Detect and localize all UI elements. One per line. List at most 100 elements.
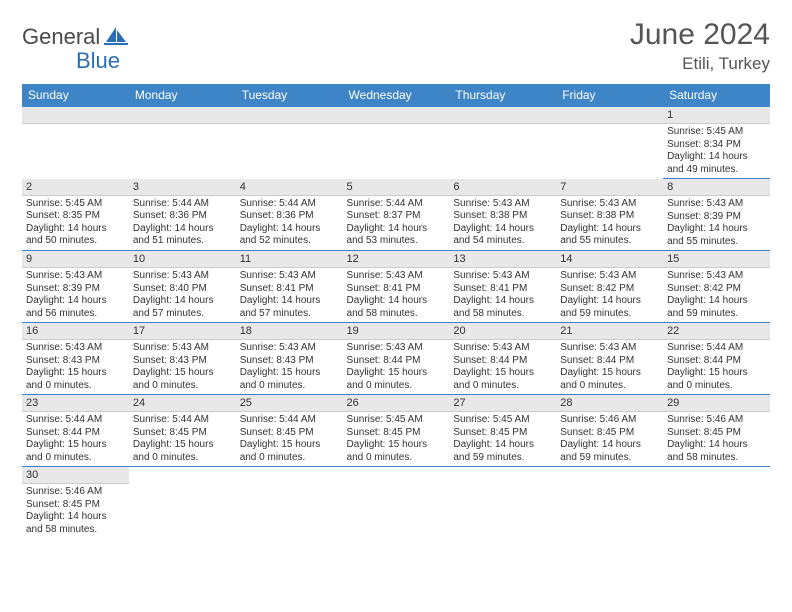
sunrise-text: Sunrise: 5:44 AM — [26, 414, 125, 427]
day-number: 27 — [449, 395, 556, 412]
day-details: Sunrise: 5:43 AMSunset: 8:43 PMDaylight:… — [129, 340, 236, 394]
sunset-text: Sunset: 8:44 PM — [667, 355, 766, 368]
daylight-text: and 58 minutes. — [347, 308, 446, 321]
day-details: Sunrise: 5:43 AMSunset: 8:42 PMDaylight:… — [556, 268, 663, 322]
daylight-text: and 0 minutes. — [26, 452, 125, 465]
daylight-text: Daylight: 14 hours — [26, 511, 125, 524]
calendar-week-row: 16Sunrise: 5:43 AMSunset: 8:43 PMDayligh… — [22, 323, 770, 395]
daylight-text: Daylight: 15 hours — [347, 367, 446, 380]
daylight-text: and 0 minutes. — [560, 380, 659, 393]
sunset-text: Sunset: 8:36 PM — [133, 210, 232, 223]
sunrise-text: Sunrise: 5:43 AM — [26, 342, 125, 355]
day-details: Sunrise: 5:43 AMSunset: 8:39 PMDaylight:… — [22, 268, 129, 322]
sunset-text: Sunset: 8:37 PM — [347, 210, 446, 223]
sunset-text: Sunset: 8:42 PM — [560, 283, 659, 296]
sunrise-text: Sunrise: 5:43 AM — [133, 270, 232, 283]
daylight-text: Daylight: 14 hours — [560, 295, 659, 308]
weekday-header: Thursday — [449, 84, 556, 107]
daylight-text: Daylight: 15 hours — [133, 439, 232, 452]
daylight-text: Daylight: 14 hours — [133, 223, 232, 236]
daylight-text: and 55 minutes. — [560, 235, 659, 248]
sunrise-text: Sunrise: 5:44 AM — [667, 342, 766, 355]
sunrise-text: Sunrise: 5:44 AM — [240, 414, 339, 427]
sunrise-text: Sunrise: 5:46 AM — [560, 414, 659, 427]
calendar-day-cell: 28Sunrise: 5:46 AMSunset: 8:45 PMDayligh… — [556, 395, 663, 467]
sunset-text: Sunset: 8:44 PM — [347, 355, 446, 368]
daylight-text: Daylight: 15 hours — [560, 367, 659, 380]
weekday-header: Monday — [129, 84, 236, 107]
calendar-day-cell: 21Sunrise: 5:43 AMSunset: 8:44 PMDayligh… — [556, 323, 663, 395]
sunrise-text: Sunrise: 5:45 AM — [667, 126, 766, 139]
day-details: Sunrise: 5:44 AMSunset: 8:36 PMDaylight:… — [129, 196, 236, 250]
daylight-text: and 0 minutes. — [347, 452, 446, 465]
day-details: Sunrise: 5:44 AMSunset: 8:36 PMDaylight:… — [236, 196, 343, 250]
day-number: 21 — [556, 323, 663, 340]
daylight-text: and 59 minutes. — [453, 452, 552, 465]
daylight-text: Daylight: 14 hours — [560, 439, 659, 452]
daylight-text: Daylight: 14 hours — [26, 223, 125, 236]
day-number: 7 — [556, 179, 663, 196]
sunrise-text: Sunrise: 5:43 AM — [347, 342, 446, 355]
daynum-bar-empty — [556, 107, 663, 124]
calendar-day-cell: 15Sunrise: 5:43 AMSunset: 8:42 PMDayligh… — [663, 251, 770, 323]
day-number: 11 — [236, 251, 343, 268]
daylight-text: Daylight: 15 hours — [453, 367, 552, 380]
calendar-day-cell: 8Sunrise: 5:43 AMSunset: 8:39 PMDaylight… — [663, 179, 770, 251]
daylight-text: Daylight: 14 hours — [240, 223, 339, 236]
daylight-text: Daylight: 14 hours — [240, 295, 339, 308]
day-number: 19 — [343, 323, 450, 340]
calendar-day-cell: 22Sunrise: 5:44 AMSunset: 8:44 PMDayligh… — [663, 323, 770, 395]
weekday-header: Tuesday — [236, 84, 343, 107]
day-details: Sunrise: 5:45 AMSunset: 8:45 PMDaylight:… — [449, 412, 556, 466]
sunrise-text: Sunrise: 5:43 AM — [240, 342, 339, 355]
sunset-text: Sunset: 8:41 PM — [347, 283, 446, 296]
sunrise-text: Sunrise: 5:43 AM — [240, 270, 339, 283]
day-details: Sunrise: 5:43 AMSunset: 8:41 PMDaylight:… — [449, 268, 556, 322]
daylight-text: and 0 minutes. — [347, 380, 446, 393]
daylight-text: Daylight: 14 hours — [667, 439, 766, 452]
daynum-bar-empty — [343, 107, 450, 124]
month-title: June 2024 — [630, 18, 770, 52]
calendar-day-cell: 19 Sunrise: 5:43 AMSunset: 8:44 PMDayligh… — [343, 323, 450, 395]
day-details: Sunrise: 5:44 AMSunset: 8:37 PMDaylight:… — [343, 196, 450, 250]
day-number: 5 — [343, 179, 450, 196]
calendar-day-cell: 24Sunrise: 5:44 AMSunset: 8:45 PMDayligh… — [129, 395, 236, 467]
calendar-day-cell: 12Sunrise: 5:43 AMSunset: 8:41 PMDayligh… — [343, 251, 450, 323]
day-number: 15 — [663, 251, 770, 268]
calendar-day-cell: 5Sunrise: 5:44 AMSunset: 8:37 PMDaylight… — [343, 179, 450, 251]
daynum-bar-empty — [449, 107, 556, 124]
day-number: 9 — [22, 251, 129, 268]
sunrise-text: Sunrise: 5:45 AM — [26, 198, 125, 211]
daylight-text: Daylight: 14 hours — [347, 295, 446, 308]
day-details: Sunrise: 5:43 AMSunset: 8:38 PMDaylight:… — [556, 196, 663, 250]
sunset-text: Sunset: 8:45 PM — [453, 427, 552, 440]
sunrise-text: Sunrise: 5:43 AM — [560, 342, 659, 355]
day-number: 1 — [663, 107, 770, 124]
calendar-day-cell: 23Sunrise: 5:44 AMSunset: 8:44 PMDayligh… — [22, 395, 129, 467]
sunset-text: Sunset: 8:38 PM — [453, 210, 552, 223]
day-details: Sunrise: 5:43 AMSunset: 8:38 PMDaylight:… — [449, 196, 556, 250]
day-details: Sunrise: 5:43 AMSunset: 8:42 PMDaylight:… — [663, 268, 770, 322]
day-details: Sunrise: 5:43 AMSunset: 8:41 PMDaylight:… — [343, 268, 450, 322]
sunset-text: Sunset: 8:45 PM — [347, 427, 446, 440]
calendar-week-row: 23Sunrise: 5:44 AMSunset: 8:44 PMDayligh… — [22, 395, 770, 467]
daylight-text: and 0 minutes. — [240, 380, 339, 393]
sail-icon — [104, 25, 128, 50]
daylight-text: and 0 minutes. — [240, 452, 339, 465]
day-number: 2 — [22, 179, 129, 196]
logo-sub: Blue — [22, 48, 120, 74]
daynum-bar-empty — [129, 107, 236, 124]
day-details: Sunrise: 5:43 AMSunset: 8:43 PMDaylight:… — [22, 340, 129, 394]
sunset-text: Sunset: 8:38 PM — [560, 210, 659, 223]
sunrise-text: Sunrise: 5:44 AM — [347, 198, 446, 211]
logo: General — [22, 24, 130, 50]
sunset-text: Sunset: 8:45 PM — [240, 427, 339, 440]
calendar-page: General June 2024 Etili, Turkey Blue Sun… — [0, 0, 792, 556]
calendar-day-cell — [556, 467, 663, 539]
daylight-text: and 59 minutes. — [667, 308, 766, 321]
calendar-day-cell — [236, 467, 343, 539]
sunset-text: Sunset: 8:34 PM — [667, 139, 766, 152]
calendar-day-cell: 17Sunrise: 5:43 AMSunset: 8:43 PMDayligh… — [129, 323, 236, 395]
sunset-text: Sunset: 8:44 PM — [453, 355, 552, 368]
location-label: Etili, Turkey — [630, 54, 770, 74]
